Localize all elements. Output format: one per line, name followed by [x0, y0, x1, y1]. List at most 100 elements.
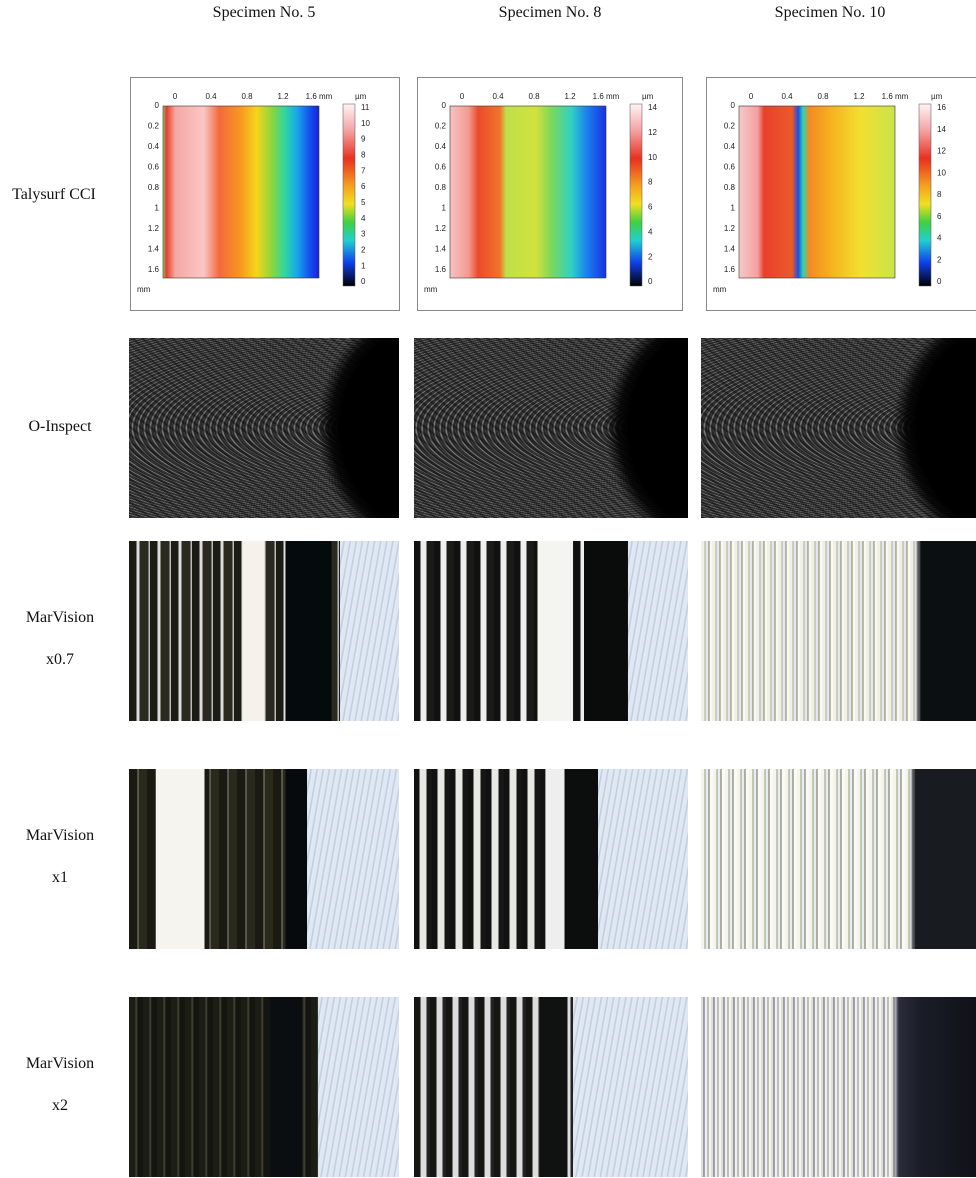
colorbar — [919, 104, 931, 286]
column-header: Specimen No. 8 — [420, 4, 680, 22]
y-tick-label: 1.6 — [724, 265, 736, 274]
row-label: Talysurf CCI — [0, 174, 114, 216]
y-tick-label: 1 — [731, 204, 736, 213]
colorbar-tick-label: 3 — [361, 230, 366, 239]
x-tick-label: 0 — [173, 92, 178, 101]
x-tick-label: 0.4 — [205, 92, 217, 101]
y-tick-label: 1.4 — [724, 245, 736, 254]
y-tick-label: 1.4 — [435, 245, 447, 254]
y-unit: mm — [424, 285, 438, 294]
y-tick-label: 1.6 — [148, 265, 160, 274]
y-tick-label: 0 — [731, 101, 736, 110]
x-tick-label: 0 — [749, 92, 754, 101]
x-tick-label: 0.8 — [528, 92, 540, 101]
y-tick-label: 0 — [442, 101, 447, 110]
x-tick-label: 0.8 — [817, 92, 829, 101]
colorbar-tick-label: 8 — [648, 178, 653, 187]
colorbar-unit: µm — [642, 92, 654, 101]
x-tick-label: 1.2 — [564, 92, 576, 101]
y-tick-label: 0.2 — [148, 122, 160, 131]
y-tick-label: 0.8 — [435, 183, 447, 192]
colorbar-tick-label: 4 — [937, 234, 942, 243]
colorbar-tick-label: 6 — [648, 203, 653, 212]
colorbar-tick-label: 0 — [361, 277, 366, 286]
colorbar-tick-label: 2 — [937, 255, 942, 264]
colorbar-tick-label: 6 — [361, 182, 366, 191]
y-tick-label: 1.2 — [435, 224, 447, 233]
colorbar-tick-label: 9 — [361, 135, 366, 144]
row-label-line: MarVision — [0, 815, 120, 857]
colorbar-tick-label: 11 — [361, 103, 370, 112]
o-inspect-image — [701, 338, 976, 518]
colorbar-tick-label: 2 — [361, 245, 366, 254]
marvision-image — [129, 769, 399, 949]
colorbar-tick-label: 0 — [937, 277, 942, 286]
colorbar-tick-label: 10 — [937, 168, 946, 177]
row-label-line: x0.7 — [0, 639, 120, 681]
row-label-line: MarVision — [0, 1043, 120, 1085]
colorbar-tick-label: 8 — [937, 190, 942, 199]
marvision-image — [701, 769, 976, 949]
y-tick-label: 0.8 — [148, 183, 160, 192]
colorbar-tick-label: 4 — [361, 214, 366, 223]
y-unit: mm — [137, 285, 151, 294]
x-tick-label: 0.4 — [781, 92, 793, 101]
colorbar-tick-label: 14 — [648, 103, 657, 112]
x-tick-label: 0 — [460, 92, 465, 101]
colorbar-tick-label: 4 — [648, 227, 653, 236]
colorbar-tick-label: 10 — [648, 153, 657, 162]
marvision-image — [129, 997, 399, 1177]
y-tick-label: 1.6 — [435, 265, 447, 274]
x-tick-label: 1.6 mm — [882, 92, 909, 101]
column-header: Specimen No. 5 — [134, 4, 394, 22]
colorbar-tick-label: 0 — [648, 277, 653, 286]
heatmap — [450, 106, 606, 278]
y-tick-label: 0.8 — [724, 183, 736, 192]
y-tick-label: 1 — [442, 204, 447, 213]
y-tick-label: 0.4 — [724, 142, 736, 151]
row-label-line: O-Inspect — [0, 406, 120, 448]
x-tick-label: 1.6 mm — [593, 92, 620, 101]
x-tick-label: 0.4 — [492, 92, 504, 101]
x-tick-label: 1.2 — [853, 92, 865, 101]
row-label-line: x2 — [0, 1085, 120, 1127]
y-tick-label: 0.6 — [435, 163, 447, 172]
colorbar-tick-label: 12 — [648, 128, 657, 137]
y-tick-label: 0.2 — [435, 122, 447, 131]
colorbar — [343, 104, 355, 286]
row-label-line: MarVision — [0, 597, 120, 639]
y-tick-label: 0 — [155, 101, 160, 110]
colorbar-tick-label: 5 — [361, 198, 366, 207]
figure: Specimen No. 5 Specimen No. 8 Specimen N… — [0, 0, 976, 1178]
y-tick-label: 0.6 — [724, 163, 736, 172]
colorbar-unit: µm — [931, 92, 943, 101]
heatmap — [739, 106, 895, 278]
colorbar-tick-label: 2 — [648, 252, 653, 261]
row-label: O-Inspect — [0, 406, 120, 448]
y-tick-label: 1.2 — [148, 224, 160, 233]
marvision-image — [701, 541, 976, 721]
marvision-image — [701, 997, 976, 1177]
colorbar-tick-label: 12 — [937, 147, 946, 156]
y-tick-label: 0.2 — [724, 122, 736, 131]
colorbar-tick-label: 16 — [937, 103, 946, 112]
row-label-line: x1 — [0, 857, 120, 899]
heatmap — [163, 106, 319, 278]
x-tick-label: 1.6 mm — [306, 92, 333, 101]
colorbar-tick-label: 10 — [361, 119, 370, 128]
colorbar-tick-label: 6 — [937, 212, 942, 221]
colorbar-tick-label: 7 — [361, 166, 366, 175]
marvision-image — [414, 997, 688, 1177]
x-tick-label: 1.2 — [277, 92, 289, 101]
colorbar-tick-label: 1 — [361, 261, 366, 270]
o-inspect-image — [414, 338, 688, 518]
y-tick-label: 1.2 — [724, 224, 736, 233]
